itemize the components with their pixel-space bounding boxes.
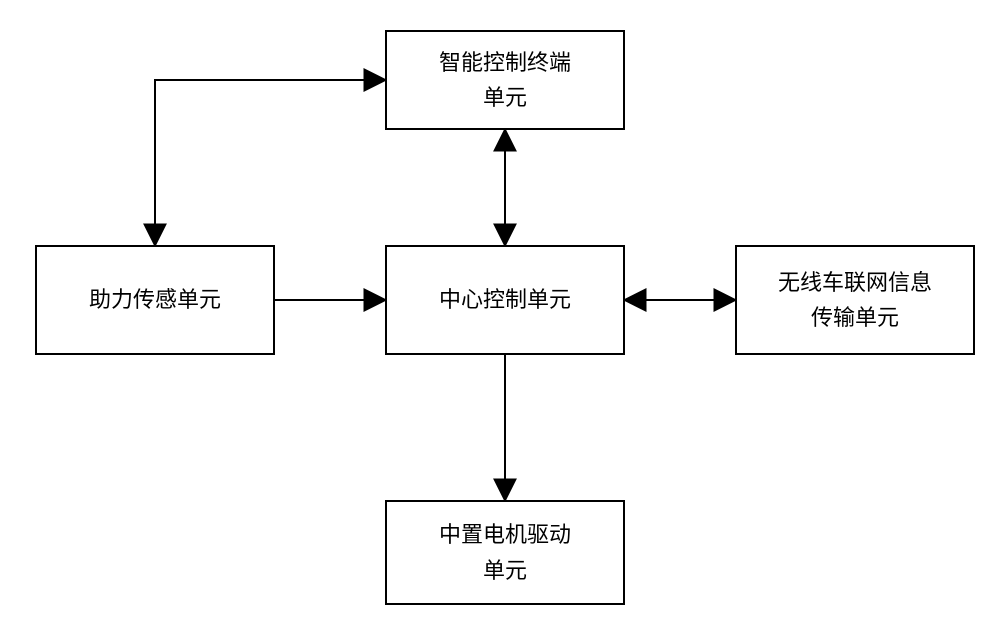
node-right-label-line2: 传输单元 [811,300,899,335]
node-bottom-label-line2: 单元 [483,553,527,588]
node-right: 无线车联网信息 传输单元 [735,245,975,355]
node-top: 智能控制终端 单元 [385,30,625,130]
node-left-label-line1: 助力传感单元 [89,282,221,317]
node-center: 中心控制单元 [385,245,625,355]
node-bottom-label-line1: 中置电机驱动 [439,517,571,552]
node-center-label-line1: 中心控制单元 [439,282,571,317]
node-top-label-line2: 单元 [483,80,527,115]
diagram-canvas: 智能控制终端 单元 助力传感单元 中心控制单元 无线车联网信息 传输单元 中置电… [0,0,1000,639]
node-bottom: 中置电机驱动 单元 [385,500,625,605]
node-right-label-line1: 无线车联网信息 [778,265,932,300]
node-top-label-line1: 智能控制终端 [439,45,571,80]
node-left: 助力传感单元 [35,245,275,355]
